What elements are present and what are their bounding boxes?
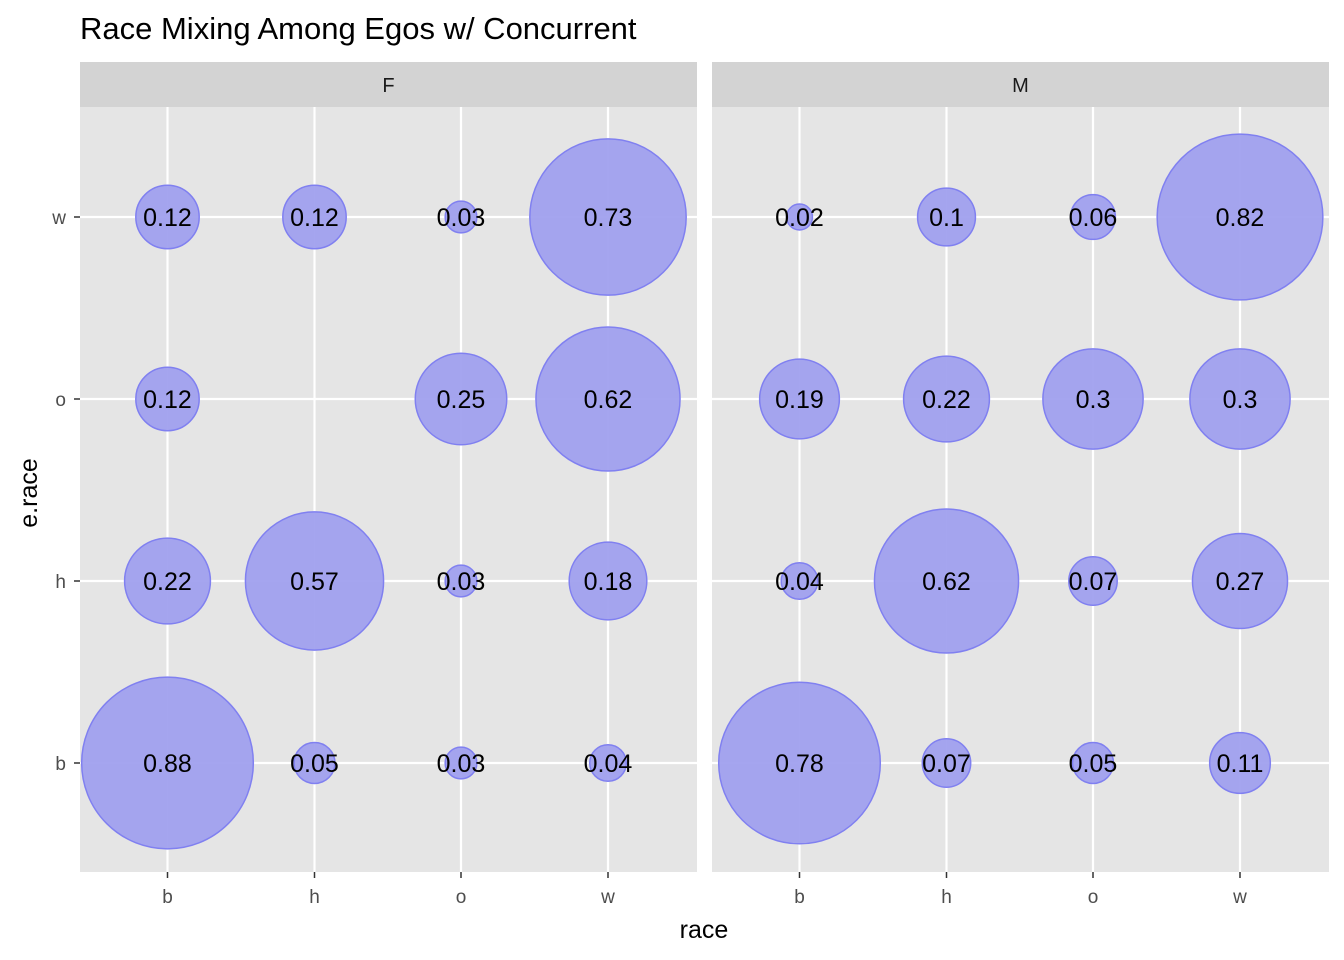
bubble-point — [916, 187, 977, 247]
bubble-point — [1068, 556, 1118, 606]
bubble-value-label: 0.04 — [775, 568, 824, 596]
y-axis-title: e.race — [15, 458, 43, 527]
bubble-value-label: 0.11 — [1217, 750, 1264, 778]
x-tick-label: w — [1232, 887, 1247, 908]
x-axis-title: race — [680, 916, 729, 944]
bubble-value-label: 0.18 — [584, 568, 633, 596]
bubble-value-label: 0.82 — [1216, 204, 1265, 232]
bubble-value-label: 0.12 — [290, 204, 339, 232]
facet-strip-label: F — [382, 75, 394, 97]
bubble-point — [873, 508, 1020, 654]
x-tick-label: o — [1088, 887, 1099, 908]
bubble-value-label: 0.07 — [1069, 568, 1118, 596]
facet-strip-label: M — [1012, 75, 1029, 97]
bubble-value-label: 0.02 — [775, 204, 824, 232]
y-tick-label: b — [55, 754, 66, 775]
bubble-point — [1156, 133, 1324, 301]
y-axis: b h o w — [51, 208, 80, 775]
bubble-value-label: 0.88 — [143, 750, 192, 778]
bubble-value-label: 0.78 — [775, 750, 824, 778]
bubble-value-label: 0.04 — [584, 750, 633, 778]
bubble-point — [135, 184, 200, 250]
bubble-value-label: 0.22 — [143, 568, 192, 596]
bubble-point — [1189, 348, 1291, 450]
bubble-value-label: 0.27 — [1216, 568, 1265, 596]
chart-title: Race Mixing Among Egos w/ Concurrent — [80, 11, 637, 46]
bubble-value-label: 0.62 — [584, 386, 633, 414]
bubble-point — [758, 358, 841, 440]
bubble-value-label: 0.05 — [290, 750, 339, 778]
x-tick-label: h — [309, 887, 320, 908]
bubble-point — [1069, 193, 1117, 241]
bubble-value-label: 0.1 — [929, 204, 964, 232]
y-tick-label: h — [55, 572, 66, 593]
facet-panel-f: Fb h o w 0.12 0.12 0.03 0.73 0.12 0.25 0.62 0.22 0.5… — [80, 62, 697, 908]
bubble-point — [80, 676, 255, 850]
bubble-value-label: 0.03 — [437, 750, 486, 778]
facet-panel-m: Mb h o w 0.02 0.1 0.06 0.82 0.19 0.22 0.3 0.3 0.04 0.… — [712, 62, 1329, 908]
bubble-point — [135, 366, 200, 432]
bubble-point — [568, 541, 648, 621]
x-tick-label: b — [794, 887, 805, 908]
bubble-value-label: 0.12 — [143, 204, 192, 232]
facet-panels: Fb h o w 0.12 0.12 0.03 0.73 0.12 0.25 0.62 0.22 0.5… — [51, 62, 1329, 908]
bubble-point — [444, 200, 478, 234]
bubble-value-label: 0.57 — [290, 568, 339, 596]
y-tick-label: o — [55, 390, 66, 411]
bubble-value-label: 0.03 — [437, 204, 486, 232]
bubble-point — [717, 681, 882, 845]
bubble-value-label: 0.3 — [1223, 386, 1258, 414]
bubble-value-label: 0.73 — [584, 204, 633, 232]
x-tick-label: o — [456, 887, 467, 908]
bubble-point — [535, 326, 681, 472]
bubble-value-label: 0.06 — [1069, 204, 1118, 232]
bubble-value-label: 0.07 — [922, 750, 971, 778]
bubble-point — [123, 537, 212, 625]
bubble-point — [244, 511, 385, 651]
y-tick-label: w — [51, 208, 66, 229]
bubble-point — [1042, 348, 1144, 450]
x-tick-label: w — [600, 887, 615, 908]
bubble-point — [529, 138, 687, 296]
bubble-value-label: 0.05 — [1069, 750, 1118, 778]
bubble-value-label: 0.3 — [1076, 386, 1111, 414]
bubble-value-label: 0.03 — [437, 568, 486, 596]
bubble-point — [444, 746, 478, 780]
x-tick-label: b — [162, 887, 173, 908]
bubble-point — [1208, 731, 1272, 795]
bubble-value-label: 0.62 — [922, 568, 971, 596]
bubble-point — [902, 355, 991, 443]
facet-strip — [712, 62, 1329, 107]
bubble-point — [1191, 532, 1289, 630]
bubble-point — [293, 741, 336, 785]
bubble-value-label: 0.25 — [437, 386, 486, 414]
bubble-point — [780, 561, 819, 601]
bubble-point — [785, 203, 814, 231]
bubble-value-label: 0.22 — [922, 386, 971, 414]
bubble-value-label: 0.12 — [143, 386, 192, 414]
bubble-value-label: 0.19 — [775, 386, 824, 414]
bubble-point — [1071, 741, 1115, 785]
bubble-point — [444, 564, 478, 598]
facet-strip — [80, 62, 697, 107]
bubble-point — [588, 743, 628, 783]
bubble-point — [282, 184, 347, 250]
x-tick-label: h — [941, 887, 952, 908]
bubble-point — [921, 738, 972, 788]
bubble-point — [414, 352, 508, 446]
